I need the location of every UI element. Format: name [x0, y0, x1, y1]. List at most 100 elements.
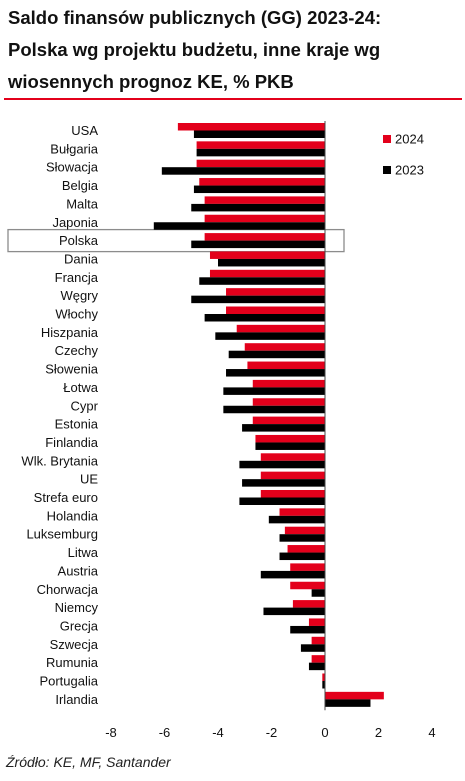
- bar-2024: [209, 269, 325, 278]
- bar-2024: [177, 123, 325, 131]
- bar-2024: [196, 159, 325, 168]
- bar-2024: [308, 618, 325, 626]
- bar-2023: [226, 369, 325, 377]
- category-label: USA: [71, 123, 98, 138]
- title-rule: [4, 98, 462, 100]
- bar-2024: [252, 416, 325, 425]
- bar-2024: [279, 508, 325, 516]
- bar-2023: [263, 607, 325, 616]
- title-line-1: Saldo finansów publicznych (GG) 2023-24:: [8, 7, 382, 28]
- bar-2024: [260, 490, 325, 498]
- bar-2024: [252, 379, 325, 388]
- bar-2023: [218, 258, 325, 267]
- bar-2024: [247, 361, 325, 370]
- bar-2023: [199, 277, 325, 285]
- bar-2023: [161, 167, 325, 175]
- category-label: Wlk. Brytania: [21, 453, 98, 468]
- category-label: Austria: [58, 563, 99, 578]
- category-label: Finlandia: [45, 435, 99, 450]
- source-note: Źródło: KE, MF, Santander: [6, 754, 171, 770]
- bar-2024: [204, 233, 325, 241]
- legend-label-2024: 2024: [395, 132, 424, 147]
- bar-2023: [242, 424, 325, 432]
- category-label: Słowenia: [45, 362, 99, 377]
- bar-2023: [191, 295, 325, 304]
- bar-2023: [279, 534, 325, 542]
- bar-2023: [322, 681, 325, 689]
- category-label: Bułgaria: [50, 141, 98, 156]
- category-label: Szwecja: [50, 637, 99, 652]
- bar-2024: [196, 141, 325, 149]
- bar-2024: [252, 398, 325, 406]
- category-label: Niemcy: [55, 600, 99, 615]
- bar-2023: [191, 240, 325, 249]
- bar-2024: [322, 673, 325, 681]
- category-label: Łotwa: [63, 380, 98, 395]
- bar-2024: [255, 434, 325, 443]
- category-label: Strefa euro: [34, 490, 98, 505]
- bar-2023: [268, 515, 325, 524]
- bar-chart: USA Bułgaria Słowacja Belgia Malta Japonia Pol…: [7, 121, 436, 740]
- bar-2024: [226, 306, 325, 314]
- bar-2023: [242, 479, 325, 487]
- legend-label-2023: 2023: [395, 163, 424, 178]
- bar-2023: [308, 662, 325, 671]
- category-label: Irlandia: [55, 692, 98, 707]
- title-line-2: Polska wg projektu budżetu, inne kraje w…: [8, 39, 381, 60]
- bar-2024: [226, 288, 325, 296]
- category-label: Luksemburg: [26, 527, 98, 542]
- bar-2023: [325, 699, 371, 707]
- bar-2024: [209, 251, 325, 259]
- x-tick-label: 4: [428, 725, 435, 740]
- bar-2023: [239, 497, 325, 505]
- bar-2023: [279, 552, 325, 561]
- bar-2024: [311, 636, 325, 645]
- category-label: Japonia: [52, 215, 98, 230]
- category-label: Francja: [55, 270, 99, 285]
- bar-2023: [223, 405, 325, 414]
- chart-title: Saldo finansów publicznych (GG) 2023-24:…: [8, 2, 458, 98]
- category-label: Holandia: [47, 508, 99, 523]
- category-label: Włochy: [55, 307, 98, 322]
- bar-2024: [311, 655, 325, 663]
- category-label: Węgry: [60, 288, 98, 303]
- bar-2024: [290, 581, 325, 590]
- x-tick-label: 0: [321, 725, 328, 740]
- bar-2023: [228, 350, 325, 359]
- bar-2024: [325, 691, 384, 700]
- category-label: Grecja: [60, 618, 99, 633]
- bar-2024: [260, 453, 325, 461]
- category-label: Rumunia: [46, 655, 99, 670]
- category-label: Malta: [66, 196, 99, 211]
- bar-2024: [244, 343, 325, 351]
- bar-2024: [199, 178, 325, 186]
- bar-2024: [236, 324, 325, 333]
- bar-2023: [255, 442, 325, 450]
- bar-2023: [311, 589, 325, 597]
- title-line-3: wiosennych prognoz KE, % PKB: [8, 71, 294, 92]
- category-label: Czechy: [55, 343, 99, 358]
- category-label: Portugalia: [39, 674, 98, 689]
- category-label: Dania: [64, 251, 99, 266]
- category-label: Hiszpania: [41, 325, 99, 340]
- bar-2023: [153, 222, 325, 230]
- x-tick-label: 2: [375, 725, 382, 740]
- category-label: Estonia: [55, 417, 99, 432]
- category-label: Chorwacja: [37, 582, 99, 597]
- category-label: Słowacja: [46, 160, 99, 175]
- bar-2024: [284, 526, 325, 535]
- category-label: Polska: [59, 233, 99, 248]
- bar-2024: [287, 545, 325, 553]
- legend-swatch-2023: [383, 166, 391, 174]
- x-tick-label: -6: [159, 725, 171, 740]
- bar-2024: [260, 471, 325, 480]
- category-label: Belgia: [62, 178, 99, 193]
- legend-swatch-2024: [383, 135, 391, 143]
- bar-2024: [204, 196, 325, 204]
- bar-2023: [193, 185, 325, 194]
- bar-2024: [292, 600, 325, 608]
- x-tick-label: -4: [212, 725, 224, 740]
- category-label: Litwa: [68, 545, 99, 560]
- bar-2023: [193, 130, 325, 138]
- bar-2023: [215, 332, 325, 340]
